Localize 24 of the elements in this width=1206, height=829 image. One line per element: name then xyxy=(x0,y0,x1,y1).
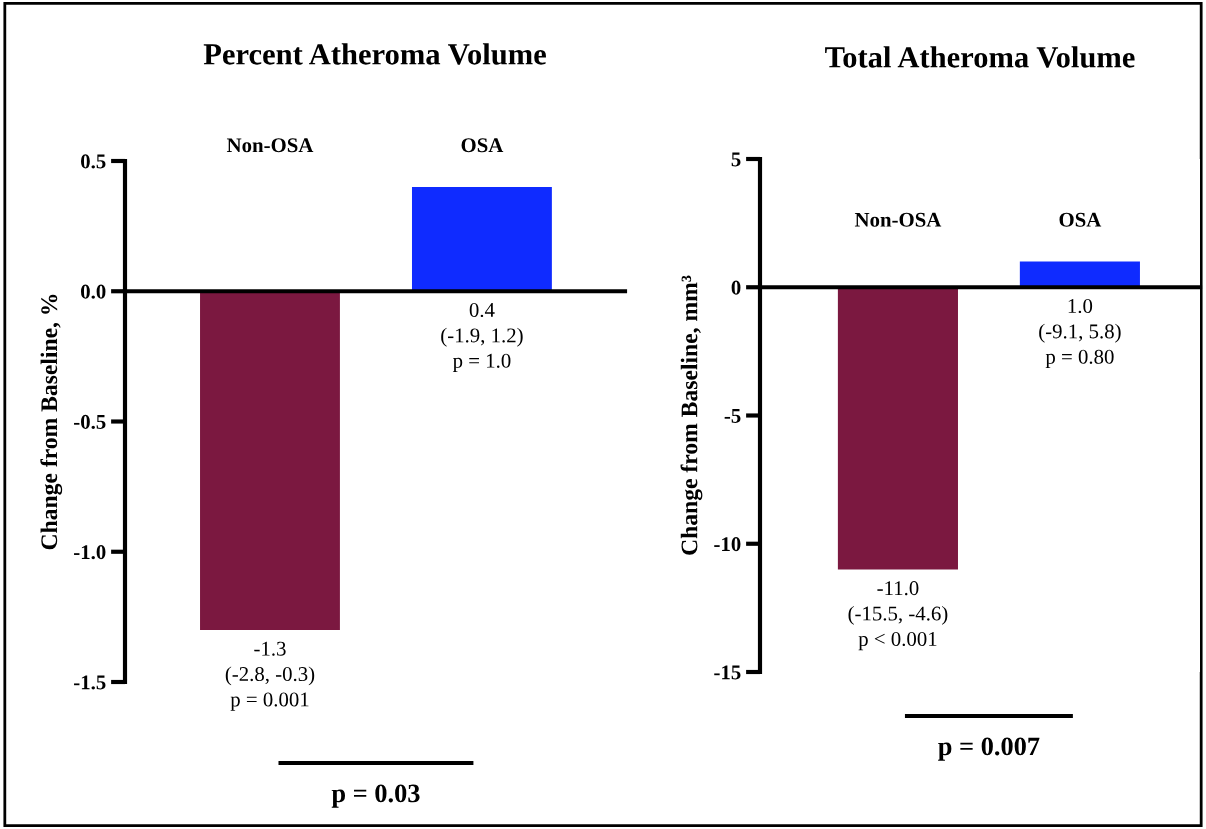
y-axis-title: Change from Baseline, % xyxy=(40,294,63,550)
x-tick-label: Non-OSA xyxy=(854,212,942,227)
y-tick-label: -15 xyxy=(714,665,741,680)
x-tick-label: Non-OSA xyxy=(226,138,314,153)
y-axis-title: Change from Baseline, mm³ xyxy=(680,275,703,555)
x-tick-label: OSA xyxy=(461,138,504,153)
y-tick-label: -0.5 xyxy=(74,414,106,430)
y-tick-label: -5 xyxy=(724,409,741,423)
chart-title: Percent Atheroma Volume xyxy=(203,43,546,65)
text: p = 0.03 xyxy=(331,784,420,808)
chart-title: Total Atheroma Volume xyxy=(825,46,1135,68)
text: p = 0.007 xyxy=(938,737,1040,761)
data-label: 0.4 (-1.9, 1.2) p = 1.0 xyxy=(441,302,523,373)
y-tick-label: 0.0 xyxy=(81,284,106,299)
y-tick-label: -1.0 xyxy=(74,545,106,560)
data-label: 1.0 (-9.1, 5.8) p = 0.80 xyxy=(1039,298,1121,369)
y-tick-label: 5 xyxy=(731,152,741,167)
y-tick-label: -10 xyxy=(714,537,741,552)
x-tick-label: OSA xyxy=(1059,212,1102,227)
y-tick-label: 0 xyxy=(731,280,741,295)
data-label: -1.3 (-2.8, -0.3) p = 0.001 xyxy=(225,641,315,711)
data-label: -11.0 (-15.5, -4.6) p < 0.001 xyxy=(848,581,948,651)
y-tick-label: 0.5 xyxy=(81,154,106,169)
y-tick-label: -1.5 xyxy=(74,675,106,690)
